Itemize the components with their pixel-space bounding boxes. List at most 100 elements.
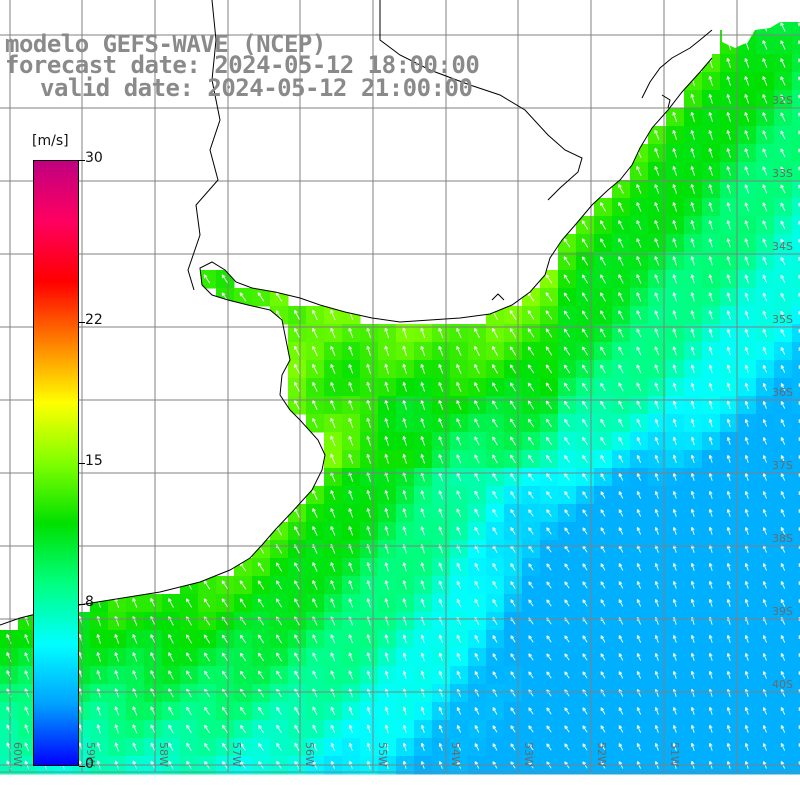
colorbar-tick-label: 30: [85, 150, 103, 166]
wind-arrow: [221, 724, 228, 734]
wind-arrow: [438, 526, 444, 536]
wind-arrow: [581, 274, 588, 284]
wind-arrow: [726, 166, 731, 176]
wind-arrow: [762, 725, 767, 733]
wind-arrow: [726, 202, 731, 212]
wind-arrow: [474, 508, 480, 518]
wind-arrow: [438, 706, 443, 715]
wind-arrow: [474, 382, 480, 392]
wind-arrow: [708, 598, 713, 607]
wind-arrow: [312, 489, 318, 500]
wind-arrow: [780, 238, 786, 248]
wind-arrow: [780, 310, 786, 320]
wind-arrow: [384, 634, 389, 644]
wind-arrow: [474, 707, 480, 715]
wind-arrow: [654, 238, 660, 248]
wind-arrow: [258, 724, 264, 733]
wind-speed-cell: [792, 198, 800, 217]
wind-arrow: [330, 742, 336, 752]
wind-arrow: [672, 364, 677, 374]
wind-arrow: [690, 508, 695, 517]
wind-arrow: [491, 346, 498, 356]
wind-arrow: [420, 580, 425, 590]
wind-arrow: [672, 652, 677, 661]
wind-arrow: [402, 327, 408, 339]
wind-arrow: [545, 382, 553, 392]
wind-arrow: [563, 328, 571, 338]
wind-arrow: [780, 725, 786, 733]
wind-arrow: [690, 328, 695, 338]
wind-arrow: [402, 742, 407, 752]
wind-speed-cell: [792, 18, 800, 37]
wind-arrow: [330, 363, 336, 374]
wind-arrow: [726, 256, 731, 266]
wind-arrow: [348, 507, 354, 518]
wind-arrow: [456, 526, 462, 536]
wind-arrow: [510, 563, 516, 571]
wind-arrow: [672, 508, 677, 517]
wind-arrow: [726, 418, 731, 428]
wind-arrow: [654, 580, 659, 589]
wind-arrow: [239, 598, 247, 608]
wind-arrow: [708, 346, 713, 356]
wind-arrow: [510, 671, 516, 679]
wind-arrow: [527, 328, 535, 338]
wind-arrow: [294, 562, 300, 572]
wind-arrow: [618, 274, 624, 284]
wind-arrow: [545, 346, 553, 356]
wind-arrow: [708, 508, 713, 517]
wind-arrow: [168, 634, 174, 644]
wind-arrow: [384, 327, 390, 339]
wind-arrow: [348, 580, 354, 590]
wind-arrow: [762, 473, 767, 481]
wind-arrow: [510, 599, 516, 607]
wind-arrow: [384, 742, 389, 752]
wind-arrow: [402, 399, 407, 410]
colorbar-tick: [79, 463, 85, 464]
wind-arrow: [672, 274, 677, 284]
wind-arrow: [366, 634, 371, 644]
wind-arrow: [312, 742, 318, 752]
longitude-label: 56W: [303, 742, 316, 767]
wind-arrow: [474, 490, 480, 500]
wind-arrow: [726, 490, 731, 499]
wind-arrow: [672, 219, 678, 230]
wind-arrow: [438, 508, 444, 518]
wind-arrow: [510, 689, 516, 697]
wind-arrow: [780, 437, 786, 445]
wind-arrow: [438, 327, 444, 339]
wind-arrow: [275, 598, 282, 608]
wind-arrow: [672, 147, 678, 158]
colorbar-tick: [79, 160, 85, 161]
wind-arrow: [672, 670, 677, 679]
wind-arrow: [132, 724, 138, 734]
wind-arrow: [690, 111, 695, 122]
wind-arrow: [780, 743, 786, 751]
wind-arrow: [402, 508, 407, 518]
wind-arrow: [563, 346, 571, 356]
colorbar-tick: [79, 604, 85, 606]
wind-arrow: [600, 292, 606, 302]
wind-arrow: [726, 238, 731, 248]
latitude-labels: 32S 33S 34S 35S 36S 37S 38S 39S 40S: [772, 94, 793, 691]
wind-arrow: [24, 742, 30, 752]
wind-arrow: [150, 742, 156, 752]
latitude-label: 32S: [772, 94, 793, 107]
wind-arrow: [726, 274, 731, 284]
wind-arrow: [618, 202, 624, 212]
wind-speed-cell: [792, 324, 800, 343]
wind-arrow: [203, 580, 211, 590]
wind-arrow: [456, 381, 462, 392]
wind-arrow: [492, 653, 498, 661]
wind-arrow: [294, 742, 300, 752]
wind-arrow: [618, 707, 624, 715]
wind-arrow: [456, 454, 462, 464]
colorbar-unit: [m/s]: [32, 133, 69, 149]
wind-arrow: [744, 706, 749, 715]
wind-arrow: [509, 310, 517, 320]
wind-arrow: [384, 706, 389, 716]
wind-arrow: [420, 417, 426, 428]
wind-arrow: [726, 526, 731, 535]
wind-arrow: [420, 508, 425, 518]
